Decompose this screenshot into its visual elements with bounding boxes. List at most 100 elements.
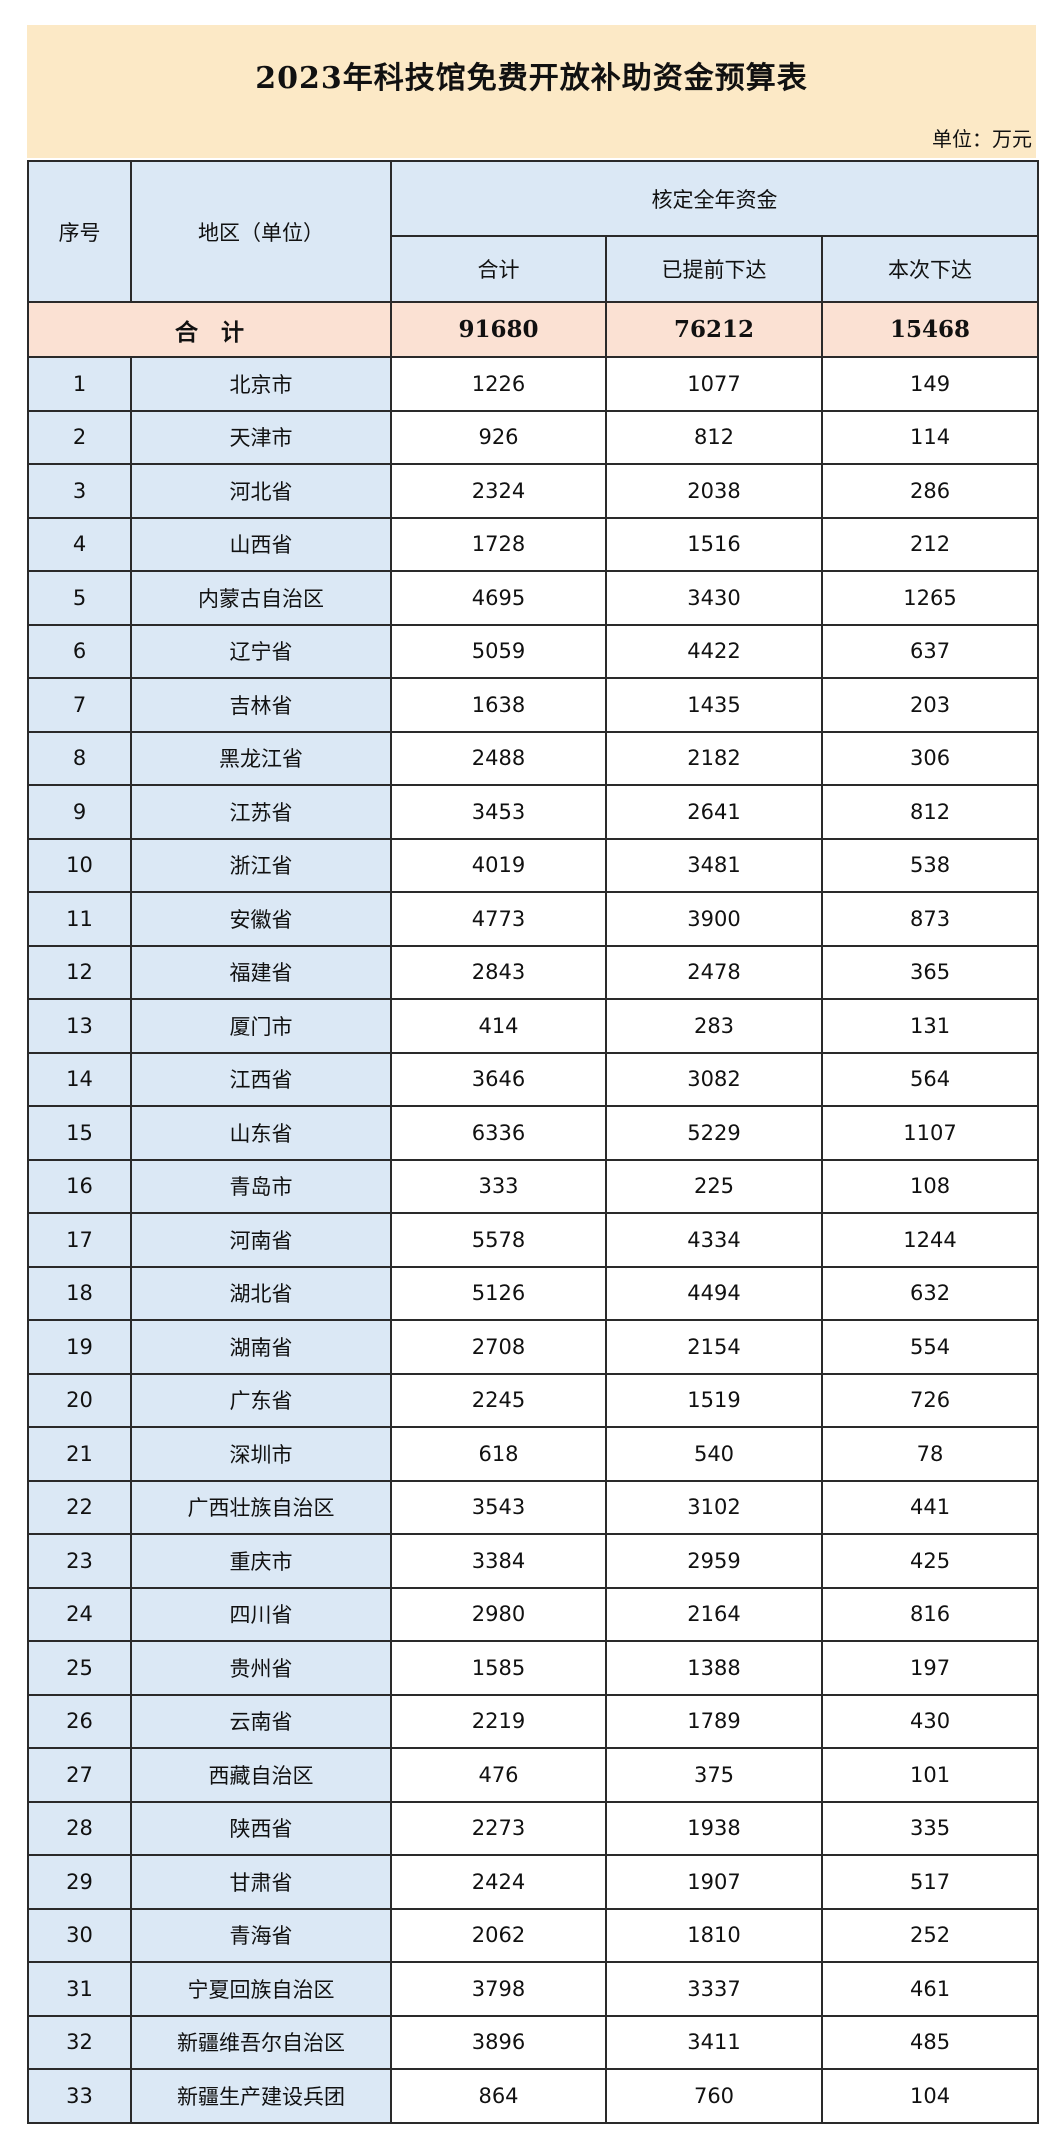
row-total: 2488 [390, 730, 607, 786]
row-region: 深圳市 [130, 1426, 392, 1482]
row-region: 江苏省 [130, 784, 392, 840]
row-total: 5578 [390, 1212, 607, 1268]
row-total: 4019 [390, 837, 607, 893]
row-total: 864 [390, 2068, 607, 2124]
row-advance: 5229 [605, 1105, 823, 1161]
row-index: 12 [27, 944, 132, 1000]
row-advance: 1810 [605, 1907, 823, 1963]
row-region: 四川省 [130, 1586, 392, 1642]
table-row: 8 黑龙江省 2488 2182 306 [27, 730, 1040, 786]
row-advance: 760 [605, 2068, 823, 2124]
row-advance: 283 [605, 998, 823, 1054]
title-band: 2023年科技馆免费开放补助资金预算表 单位：万元 [27, 25, 1036, 158]
row-region: 河北省 [130, 463, 392, 519]
total-advance: 76212 [605, 301, 823, 358]
row-index: 6 [27, 623, 132, 679]
row-total: 476 [390, 1747, 607, 1803]
header-region: 地区（单位） [130, 160, 392, 303]
row-index: 23 [27, 1533, 132, 1589]
row-region: 吉林省 [130, 677, 392, 733]
row-region: 广东省 [130, 1372, 392, 1428]
row-total: 1226 [390, 356, 607, 412]
row-index: 2 [27, 409, 132, 465]
header-total: 合计 [390, 235, 607, 303]
row-index: 28 [27, 1800, 132, 1856]
row-index: 7 [27, 677, 132, 733]
row-advance: 375 [605, 1747, 823, 1803]
row-region: 河南省 [130, 1212, 392, 1268]
row-advance: 2182 [605, 730, 823, 786]
row-advance: 2959 [605, 1533, 823, 1589]
row-advance: 540 [605, 1426, 823, 1482]
row-total: 1728 [390, 516, 607, 572]
table-row: 26 云南省 2219 1789 430 [27, 1693, 1040, 1749]
row-advance: 3481 [605, 837, 823, 893]
row-advance: 1435 [605, 677, 823, 733]
header-group: 核定全年资金 [389, 160, 1040, 237]
row-current: 485 [820, 2014, 1040, 2070]
row-region: 黑龙江省 [130, 730, 392, 786]
total-label: 合 计 [27, 301, 392, 358]
row-current: 78 [820, 1426, 1040, 1482]
row-current: 430 [820, 1693, 1040, 1749]
row-current: 816 [820, 1586, 1040, 1642]
row-total: 5059 [390, 623, 607, 679]
row-advance: 1077 [605, 356, 823, 412]
row-region: 天津市 [130, 409, 392, 465]
table-row: 9 江苏省 3453 2641 812 [27, 784, 1040, 840]
row-region: 宁夏回族自治区 [130, 1961, 392, 2017]
row-advance: 1519 [605, 1372, 823, 1428]
row-index: 11 [27, 891, 132, 947]
table-row: 33 新疆生产建设兵团 864 760 104 [27, 2068, 1040, 2124]
table-row: 24 四川省 2980 2164 816 [27, 1586, 1040, 1642]
row-advance: 1907 [605, 1854, 823, 1910]
subheader-row: 合计 已提前下达 本次下达 [28, 235, 1040, 303]
table-row: 2 天津市 926 812 114 [27, 409, 1040, 465]
row-index: 8 [27, 730, 132, 786]
row-total: 2273 [390, 1800, 607, 1856]
row-advance: 1516 [605, 516, 823, 572]
row-current: 632 [820, 1265, 1040, 1321]
row-index: 20 [27, 1372, 132, 1428]
row-region: 新疆生产建设兵团 [130, 2068, 392, 2124]
row-index: 33 [27, 2068, 132, 2124]
row-advance: 3337 [605, 1961, 823, 2017]
table-row: 1 北京市 1226 1077 149 [27, 356, 1040, 412]
table-row: 11 安徽省 4773 3900 873 [27, 891, 1040, 947]
budget-table: 序号 地区（单位） 核定全年资金 合计 已提前下达 本次下达 合 计 91680… [27, 160, 1040, 2124]
table-row: 4 山西省 1728 1516 212 [27, 516, 1040, 572]
table-row: 25 贵州省 1585 1388 197 [27, 1640, 1040, 1696]
row-index: 22 [27, 1479, 132, 1535]
row-current: 114 [820, 409, 1040, 465]
table-row: 12 福建省 2843 2478 365 [27, 944, 1040, 1000]
row-total: 5126 [390, 1265, 607, 1321]
row-current: 286 [820, 463, 1040, 519]
row-region: 青海省 [130, 1907, 392, 1963]
row-total: 2980 [390, 1586, 607, 1642]
row-region: 青岛市 [130, 1158, 392, 1214]
row-current: 108 [820, 1158, 1040, 1214]
table-row: 32 新疆维吾尔自治区 3896 3411 485 [27, 2014, 1040, 2070]
row-advance: 4494 [605, 1265, 823, 1321]
header-index: 序号 [27, 160, 132, 303]
table-row: 5 内蒙古自治区 4695 3430 1265 [27, 570, 1040, 626]
row-current: 149 [820, 356, 1040, 412]
row-total: 2424 [390, 1854, 607, 1910]
table-row: 18 湖北省 5126 4494 632 [27, 1265, 1040, 1321]
row-advance: 2164 [605, 1586, 823, 1642]
row-current: 554 [820, 1319, 1040, 1375]
table-row: 15 山东省 6336 5229 1107 [27, 1105, 1040, 1161]
row-total: 618 [390, 1426, 607, 1482]
row-region: 浙江省 [130, 837, 392, 893]
row-total: 6336 [390, 1105, 607, 1161]
header-row: 序号 地区（单位） 核定全年资金 [27, 160, 1040, 303]
table-row: 21 深圳市 618 540 78 [27, 1426, 1040, 1482]
row-current: 1265 [820, 570, 1040, 626]
row-index: 19 [27, 1319, 132, 1375]
row-total: 3384 [390, 1533, 607, 1589]
row-index: 1 [27, 356, 132, 412]
row-region: 甘肃省 [130, 1854, 392, 1910]
row-index: 4 [27, 516, 132, 572]
row-index: 24 [27, 1586, 132, 1642]
row-total: 2062 [390, 1907, 607, 1963]
